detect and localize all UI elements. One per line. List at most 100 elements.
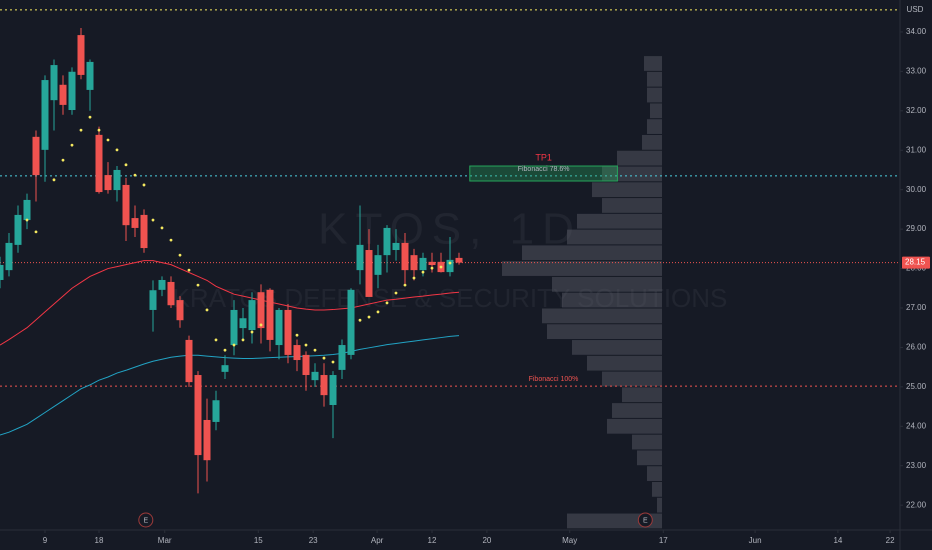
sar-dot	[34, 230, 38, 234]
sar-dot	[439, 265, 443, 269]
volume-profile-bar	[650, 103, 662, 119]
candle-body	[455, 257, 463, 263]
candle-body	[68, 71, 76, 111]
candle-body	[275, 309, 283, 346]
candle-body	[284, 309, 292, 355]
volume-profile-bar	[647, 466, 662, 481]
x-tick-label: Mar	[158, 536, 172, 545]
candle-body	[383, 227, 391, 256]
y-tick-label: 34.00	[906, 27, 927, 36]
y-tick-label: 31.00	[906, 145, 927, 154]
candle-body	[86, 61, 94, 90]
sar-dot	[115, 148, 119, 152]
moving-average	[0, 260, 460, 346]
sar-dot	[331, 360, 335, 364]
candle-body	[14, 214, 22, 245]
volume-profile-bar	[502, 261, 662, 276]
sar-dot	[304, 343, 308, 347]
x-tick-label: 22	[886, 536, 895, 545]
candle-body	[158, 279, 166, 290]
candle-body	[32, 136, 40, 176]
sar-dot	[295, 333, 299, 337]
candle-body	[167, 281, 175, 306]
candle-body	[419, 257, 427, 271]
level-label: Fibonacci 100%	[529, 376, 579, 383]
candle-body	[248, 300, 256, 331]
x-tick-label: 20	[482, 536, 491, 545]
candle-body	[446, 259, 454, 273]
candle-body	[131, 218, 139, 228]
earnings-marker	[138, 512, 154, 528]
earnings-label: E	[143, 517, 148, 524]
candle-body	[5, 242, 13, 271]
x-tick-label: 15	[254, 536, 263, 545]
x-tick-label: 12	[428, 536, 437, 545]
y-tick-label: 27.00	[906, 303, 927, 312]
candle-body	[266, 289, 274, 340]
candle-body	[365, 250, 373, 297]
sar-dot	[376, 310, 380, 314]
volume-profile-bar	[637, 450, 662, 466]
volume-profile-bar	[602, 371, 662, 387]
target-zone	[469, 165, 618, 182]
candle-body	[140, 214, 148, 249]
volume-profile-bar	[572, 340, 662, 355]
candle-body	[329, 375, 337, 405]
candle-body	[59, 84, 67, 105]
volume-profile-bar	[522, 245, 662, 261]
sar-dot	[367, 315, 371, 319]
candle-body	[23, 199, 31, 221]
sar-dot	[97, 128, 101, 132]
sar-dot	[106, 138, 110, 142]
y-tick-label: 24.00	[906, 421, 927, 430]
candle-body	[41, 80, 49, 150]
sar-dot	[421, 270, 425, 274]
volume-profile-bar	[647, 119, 662, 134]
y-tick-label: 22.00	[906, 500, 927, 509]
price-badge-label: 28.15	[905, 258, 926, 267]
earnings-marker	[637, 512, 653, 528]
candle-body	[104, 175, 112, 191]
y-tick-label: 32.00	[906, 106, 927, 115]
candle-body	[311, 371, 319, 381]
candle-body	[347, 289, 355, 355]
candle-body	[194, 375, 202, 456]
zone-label: Fibonacci 78.6%	[518, 166, 570, 173]
volume-profile-bar	[617, 150, 662, 166]
sar-dot	[448, 261, 452, 265]
candle-body	[212, 400, 220, 422]
candle-body	[374, 255, 382, 275]
sar-dot	[232, 343, 236, 347]
volume-profile-bar	[612, 403, 662, 418]
volume-profile-bar	[652, 481, 662, 497]
x-tick-label: 14	[833, 536, 842, 545]
y-tick-label: 30.00	[906, 185, 927, 194]
candle-body	[356, 244, 364, 271]
volume-profile-bar	[647, 87, 662, 103]
y-tick-label: 26.00	[906, 343, 927, 352]
x-tick-label: May	[562, 536, 577, 545]
sar-dot	[385, 301, 389, 305]
volume-profile-bar	[567, 513, 662, 529]
x-tick-label: Jun	[749, 536, 762, 545]
y-tick-label: 25.00	[906, 382, 927, 391]
sar-dot	[52, 178, 56, 182]
sar-dot	[430, 266, 434, 270]
candle-body	[410, 255, 418, 271]
x-tick-label: 23	[309, 536, 318, 545]
y-tick-label: 33.00	[906, 66, 927, 75]
watermark-company: KRATOS DEFENSE & SECURITY SOLUTIONS	[173, 283, 728, 313]
volume-profile-bar	[562, 292, 662, 308]
sar-dot	[133, 173, 137, 177]
candle-body	[185, 339, 193, 383]
sar-dot	[403, 283, 407, 287]
volume-profile-bar	[647, 71, 662, 87]
sar-dot	[124, 163, 128, 167]
volume-profile-bar	[644, 56, 662, 71]
volume-profile-bar	[547, 324, 662, 340]
sar-dot	[394, 291, 398, 295]
price-badge	[902, 256, 930, 269]
